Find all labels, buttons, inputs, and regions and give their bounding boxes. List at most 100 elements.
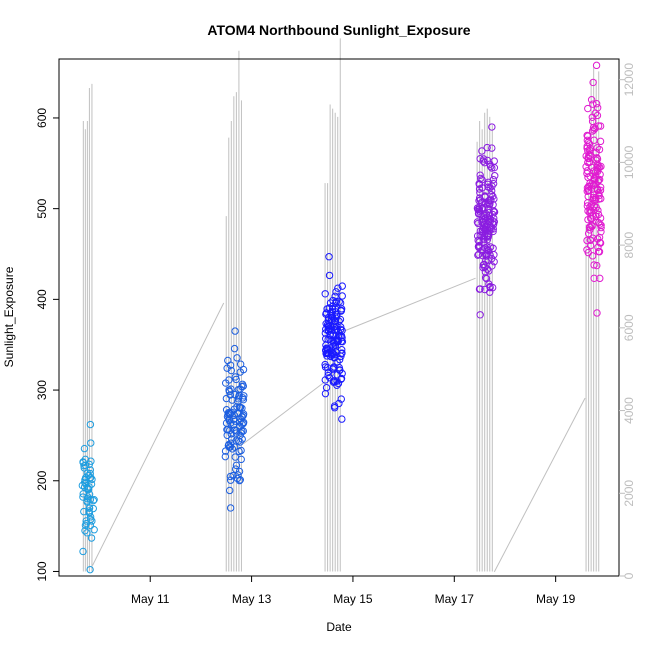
data-point-447 xyxy=(489,220,498,229)
data-point-338 xyxy=(486,251,494,259)
data-point-311 xyxy=(488,123,496,131)
data-point-109 xyxy=(236,360,245,368)
data-point-159 xyxy=(223,425,231,434)
data-point-491 xyxy=(588,127,597,135)
data-point-303 xyxy=(326,299,335,307)
data-point-345 xyxy=(488,164,496,172)
data-point-269 xyxy=(338,292,346,300)
data-point-0 xyxy=(86,565,94,574)
data-point-456 xyxy=(482,210,490,218)
x-tick-label-4: May 19 xyxy=(536,592,576,606)
x-tick-label-1: May 13 xyxy=(232,592,272,606)
data-point-553 xyxy=(596,186,605,195)
data-point-545 xyxy=(589,78,597,87)
data-point-305 xyxy=(336,315,345,324)
data-point-294 xyxy=(324,348,332,357)
data-point-414 xyxy=(479,263,487,272)
data-point-35 xyxy=(82,519,91,528)
data-point-29 xyxy=(87,439,95,447)
data-point-398 xyxy=(485,267,493,275)
data-point-606 xyxy=(597,162,605,171)
data-point-500 xyxy=(590,261,598,269)
data-point-542 xyxy=(586,182,594,190)
y-left-tick-label-1: 200 xyxy=(35,470,49,490)
data-point-465 xyxy=(473,204,482,212)
data-point-530 xyxy=(592,100,601,108)
y-left-tick-label-2: 300 xyxy=(35,380,49,400)
data-point-435 xyxy=(477,198,486,207)
data-point-470 xyxy=(593,309,601,317)
data-point-284 xyxy=(323,321,332,329)
data-point-124 xyxy=(231,453,239,461)
data-point-50 xyxy=(85,507,93,515)
data-point-602 xyxy=(590,136,598,144)
data-point-123 xyxy=(228,396,236,404)
data-point-98 xyxy=(229,471,237,480)
y-right-tick-label-4: 8000 xyxy=(622,231,636,258)
data-point-122 xyxy=(221,452,230,461)
data-point-146 xyxy=(230,344,239,353)
data-point-322 xyxy=(478,251,487,260)
data-point-490 xyxy=(594,218,603,227)
data-point-21 xyxy=(89,504,97,513)
data-point-167 xyxy=(226,486,234,495)
data-point-39 xyxy=(82,517,90,525)
data-point-600 xyxy=(594,210,603,219)
data-point-48 xyxy=(87,534,96,542)
data-point-160 xyxy=(225,415,233,423)
data-point-564 xyxy=(597,221,605,229)
data-point-459 xyxy=(475,194,484,202)
data-point-458 xyxy=(482,249,491,258)
data-point-469 xyxy=(478,246,487,254)
data-point-15 xyxy=(81,526,89,535)
data-point-446 xyxy=(481,225,490,233)
data-point-448 xyxy=(486,215,495,224)
y-axis-left: 100 200 300 400 500 600 xyxy=(35,108,59,581)
data-point-583 xyxy=(596,214,605,222)
data-point-130 xyxy=(232,427,241,435)
data-point-276 xyxy=(329,296,337,305)
data-point-304 xyxy=(330,377,338,385)
secondary-connector-1 xyxy=(243,381,326,445)
data-point-595 xyxy=(585,186,593,194)
data-point-427 xyxy=(485,200,494,209)
data-point-440 xyxy=(482,200,490,208)
data-point-532 xyxy=(590,126,598,134)
data-point-599 xyxy=(583,131,591,140)
data-point-556 xyxy=(590,167,598,175)
data-point-60 xyxy=(226,504,235,512)
y-left-tick-label-4: 500 xyxy=(35,198,49,218)
data-point-59 xyxy=(89,496,98,505)
data-point-166 xyxy=(231,373,240,381)
data-point-423 xyxy=(490,258,498,266)
secondary-connector-2 xyxy=(341,277,476,333)
data-point-366 xyxy=(480,155,488,163)
data-point-287 xyxy=(330,404,339,412)
data-point-156 xyxy=(224,356,232,365)
data-point-501 xyxy=(596,274,604,283)
data-point-1 xyxy=(86,420,95,429)
data-point-40 xyxy=(79,547,87,556)
data-point-28 xyxy=(83,529,91,537)
data-point-132 xyxy=(237,446,245,455)
data-point-55 xyxy=(80,462,88,470)
data-point-152 xyxy=(225,386,233,394)
data-point-560 xyxy=(588,221,596,230)
data-point-431 xyxy=(481,193,489,201)
data-point-362 xyxy=(491,172,499,180)
data-point-154 xyxy=(238,420,246,428)
data-point-436 xyxy=(489,192,497,200)
data-point-572 xyxy=(591,109,600,117)
data-point-42 xyxy=(80,483,89,491)
y-right-tick-label-2: 4000 xyxy=(622,397,636,424)
data-point-561 xyxy=(589,195,597,203)
x-tick-label-2: May 15 xyxy=(333,592,373,606)
y-left-tick-label-0: 100 xyxy=(35,561,49,581)
y-right-tick-label-6: 12000 xyxy=(622,63,636,97)
data-point-356 xyxy=(481,274,490,282)
data-point-8 xyxy=(80,507,88,516)
x-tick-label-0: May 11 xyxy=(131,592,170,606)
data-point-598 xyxy=(584,158,592,167)
data-point-499 xyxy=(586,241,595,250)
data-point-307 xyxy=(337,307,345,315)
